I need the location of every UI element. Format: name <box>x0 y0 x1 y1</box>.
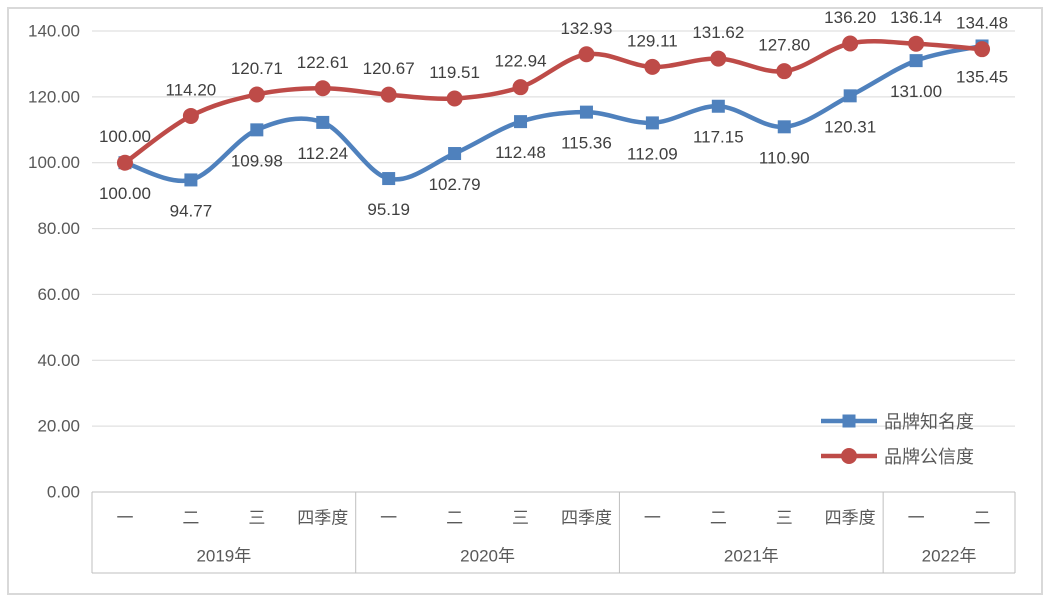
brand-awareness-data-label: 131.00 <box>890 82 942 101</box>
brand-credibility-marker <box>578 46 595 63</box>
brand-credibility-marker <box>974 41 991 58</box>
x-axis-quarter-label: 二 <box>182 509 199 528</box>
brand-credibility-marker <box>644 58 661 75</box>
brand-credibility-legend-swatch-icon <box>821 447 877 464</box>
brand-credibility-marker <box>446 90 463 107</box>
x-axis-year-label: 2022年 <box>922 547 977 566</box>
brand-awareness-marker <box>184 173 198 187</box>
brand-awareness-data-label: 110.90 <box>759 148 810 167</box>
brand-awareness-marker <box>711 99 725 113</box>
brand-credibility-data-label: 120.67 <box>363 59 415 78</box>
legend-label-brand-credibility: 品牌公信度 <box>884 446 974 467</box>
x-axis-quarter-label: 二 <box>446 509 463 528</box>
brand-awareness-marker <box>843 89 857 103</box>
brand-awareness-data-label: 112.48 <box>495 143 546 162</box>
brand-credibility-data-label: 127.80 <box>758 36 810 55</box>
brand-awareness-marker <box>250 123 264 137</box>
y-axis-tick-label: 80.00 <box>37 219 80 238</box>
brand-awareness-data-label: 112.24 <box>297 144 348 163</box>
brand-awareness-data-label: 112.09 <box>627 144 678 163</box>
brand-credibility-data-label: 136.14 <box>890 8 942 27</box>
y-axis-tick-label: 140.00 <box>28 22 80 41</box>
legend-label-brand-awareness: 品牌知名度 <box>884 411 974 432</box>
brand-awareness-data-label: 109.98 <box>231 151 283 170</box>
legend-item-brand-credibility: 品牌公信度 <box>820 438 974 473</box>
brand-awareness-data-label: 94.77 <box>170 201 213 220</box>
brand-credibility-data-label: 122.94 <box>495 52 547 71</box>
brand-credibility-data-label: 136.20 <box>824 8 876 27</box>
x-axis-quarter-label: 四季度 <box>297 509 348 528</box>
brand-credibility-marker <box>512 79 529 96</box>
brand-awareness-marker <box>316 115 330 129</box>
y-axis-tick-label: 0.00 <box>47 483 80 502</box>
brand-credibility-marker <box>710 50 727 67</box>
y-axis-tick-label: 120.00 <box>28 87 80 106</box>
brand-credibility-data-label: 129.11 <box>627 31 678 50</box>
brand-awareness-marker <box>645 116 659 130</box>
brand-awareness-data-label: 117.15 <box>693 128 744 147</box>
legend-item-brand-awareness: 品牌知名度 <box>820 403 974 438</box>
brand-credibility-marker <box>380 86 397 103</box>
brand-credibility-marker <box>908 35 925 52</box>
x-axis-quarter-label: 一 <box>644 509 661 528</box>
x-axis-year-label: 2020年 <box>460 547 515 566</box>
x-axis-year-label: 2019年 <box>196 547 251 566</box>
x-axis-quarter-label: 一 <box>116 509 133 528</box>
brand-credibility-marker <box>248 86 265 103</box>
brand-credibility-data-label: 131.62 <box>692 23 744 42</box>
x-axis-quarter-label: 四季度 <box>561 509 612 528</box>
y-axis-tick-label: 60.00 <box>37 285 80 304</box>
x-axis-quarter-label: 一 <box>908 509 925 528</box>
x-axis-quarter-label: 三 <box>512 509 529 528</box>
brand-credibility-marker <box>776 63 793 80</box>
brand-credibility-marker <box>116 154 133 171</box>
legend: 品牌知名度 品牌公信度 <box>820 403 974 473</box>
brand-credibility-data-label: 132.93 <box>560 19 612 38</box>
brand-awareness-data-label: 95.19 <box>367 200 410 219</box>
brand-awareness-marker <box>514 115 528 129</box>
x-axis-year-label: 2021年 <box>724 547 779 566</box>
brand-credibility-marker <box>182 107 199 124</box>
brand-awareness-data-label: 120.31 <box>824 117 876 136</box>
brand-credibility-data-label: 134.48 <box>956 14 1008 33</box>
brand-awareness-marker <box>579 105 593 119</box>
brand-credibility-data-label: 119.51 <box>429 63 480 82</box>
y-axis-tick-label: 40.00 <box>37 351 80 370</box>
x-axis-quarter-label: 四季度 <box>825 509 876 528</box>
brand-awareness-marker <box>382 172 396 186</box>
x-axis-quarter-label: 三 <box>248 509 265 528</box>
brand-credibility-data-label: 122.61 <box>297 53 349 72</box>
x-axis-quarter-label: 二 <box>974 509 991 528</box>
x-axis-quarter-label: 一 <box>380 509 397 528</box>
brand-awareness-data-label: 115.36 <box>561 134 612 153</box>
brand-credibility-data-label: 100.00 <box>99 127 151 146</box>
brand-awareness-data-label: 100.00 <box>99 184 151 203</box>
brand-credibility-data-label: 120.71 <box>231 59 283 78</box>
chart-outer-border <box>7 7 1043 595</box>
y-axis-tick-label: 20.00 <box>37 417 80 436</box>
y-axis-tick-label: 100.00 <box>28 153 80 172</box>
brand-credibility-marker <box>314 80 331 97</box>
x-axis-quarter-label: 三 <box>776 509 793 528</box>
brand-credibility-data-label: 114.20 <box>166 80 217 99</box>
brand-awareness-data-label: 102.79 <box>429 175 481 194</box>
brand-awareness-marker <box>448 147 462 161</box>
brand-awareness-marker <box>909 54 923 68</box>
brand-awareness-legend-swatch-icon <box>821 414 877 427</box>
brand-credibility-marker <box>842 35 859 52</box>
brand-awareness-data-label: 135.45 <box>956 67 1008 86</box>
x-axis-quarter-label: 二 <box>710 509 727 528</box>
brand-awareness-marker <box>777 120 791 134</box>
